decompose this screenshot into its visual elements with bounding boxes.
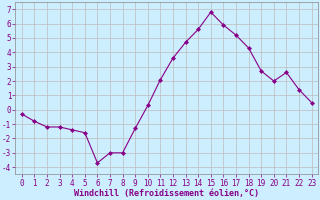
X-axis label: Windchill (Refroidissement éolien,°C): Windchill (Refroidissement éolien,°C) [74, 189, 259, 198]
